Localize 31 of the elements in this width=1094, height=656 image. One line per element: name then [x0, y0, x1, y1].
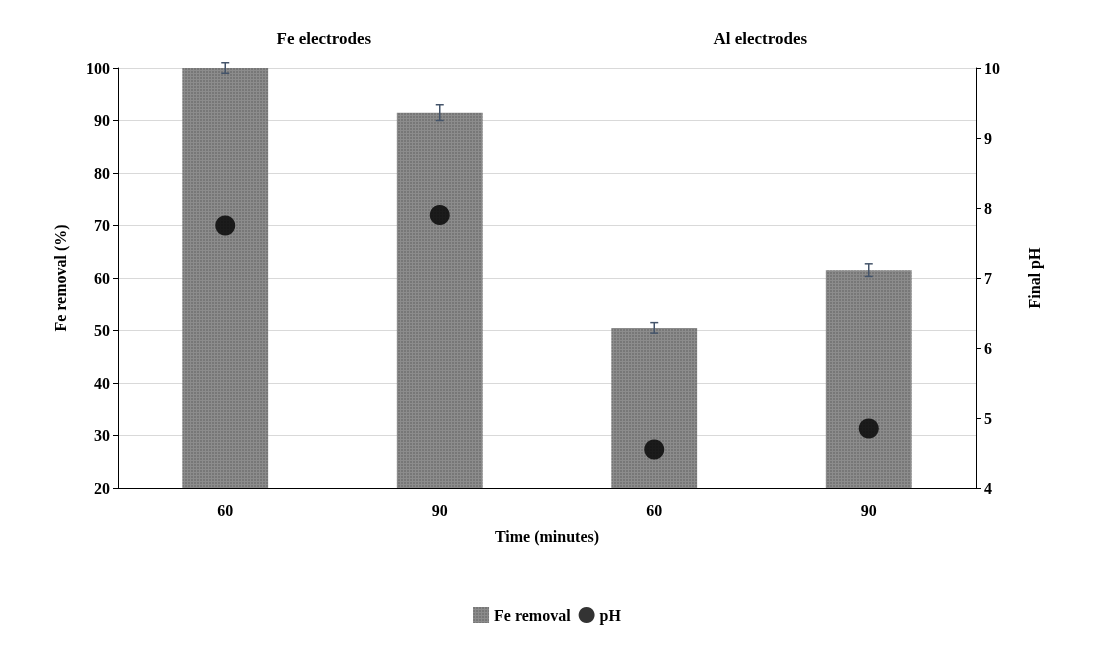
x-tick-label: 60 — [646, 501, 663, 519]
y2-tick-label: 7 — [984, 269, 992, 287]
y2-axis-title: Final pH — [1025, 246, 1044, 309]
y-tick-label: 80 — [94, 164, 110, 182]
x-tick-label: 60 — [217, 501, 234, 519]
y-tick-label: 40 — [94, 374, 110, 392]
point — [215, 215, 236, 236]
y-tick-label: 90 — [94, 112, 110, 129]
y2-tick-label: 9 — [984, 129, 992, 147]
legend-label: Fe removal — [494, 606, 572, 624]
x-axis-title: Time (minutes) — [494, 527, 600, 546]
y2-tick-label: 5 — [984, 409, 992, 427]
y-tick-label: 60 — [94, 269, 110, 287]
y-tick-label: 70 — [94, 217, 110, 234]
point — [644, 439, 665, 460]
x-tick-label: 90 — [860, 501, 877, 519]
y-tick-label: 20 — [94, 479, 110, 497]
y2-tick-label: 8 — [984, 199, 992, 217]
y-tick-label: 50 — [94, 322, 110, 339]
text: Fe electrodes — [276, 29, 372, 48]
y-axis-title: Fe removal (%) — [51, 224, 70, 332]
text: Al electrodes — [713, 29, 808, 48]
legend-label: pH — [599, 606, 622, 625]
y2-tick-label: 10 — [984, 59, 1000, 77]
y-tick-label: 30 — [94, 427, 110, 444]
x-tick-label: 90 — [431, 501, 448, 519]
y2-tick-label: 6 — [984, 339, 992, 357]
y-tick-label: 100 — [86, 59, 110, 77]
y2-tick-label: 4 — [984, 479, 992, 497]
point — [429, 205, 450, 225]
point — [858, 418, 879, 439]
